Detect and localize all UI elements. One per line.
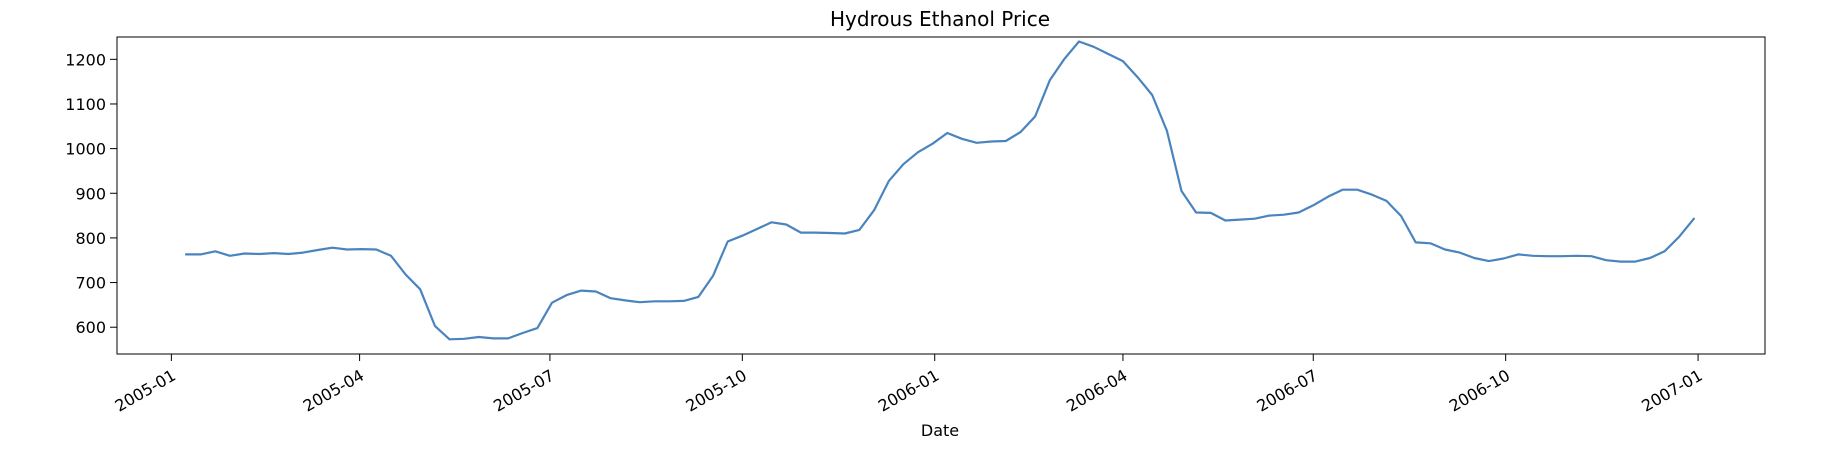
x-tick-label: 2005-10 — [683, 366, 750, 416]
price-series-line — [184, 40, 1695, 341]
y-tick-label: 900 — [75, 184, 106, 203]
x-tick-label: 2007-01 — [1638, 366, 1705, 416]
y-tick-label: 1200 — [65, 50, 106, 69]
x-tick-label: 2005-04 — [300, 366, 367, 416]
plot-area-frame — [116, 36, 1766, 355]
x-tick-label: 2005-01 — [112, 366, 179, 416]
x-axis-label: Date — [921, 421, 959, 440]
x-tick-label: 2005-07 — [490, 366, 557, 416]
x-tick-label: 2006-01 — [875, 366, 942, 416]
y-tick-label: 1000 — [65, 140, 106, 159]
x-axis: 2005-01 2005-04 2005-07 2005-10 2006-01 2006-… — [112, 354, 1706, 416]
y-tick-label: 1100 — [65, 95, 106, 114]
y-tick-label: 600 — [75, 318, 106, 337]
x-tick-label: 2006-10 — [1446, 366, 1513, 416]
y-axis: 600 700 800 900 1000 1100 1200 — [65, 50, 117, 337]
y-tick-label: 700 — [75, 274, 106, 293]
x-tick-label: 2006-04 — [1063, 366, 1130, 416]
chart-title: Hydrous Ethanol Price — [830, 7, 1050, 31]
y-tick-label: 800 — [75, 229, 106, 248]
x-tick-label: 2006-07 — [1253, 366, 1320, 416]
